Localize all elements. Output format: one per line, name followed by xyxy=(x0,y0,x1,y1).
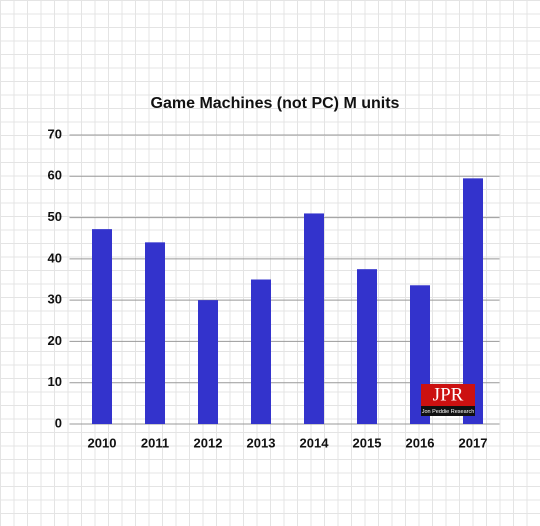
x-tick-label: 2010 xyxy=(88,435,117,450)
y-tick-label: 40 xyxy=(48,250,62,265)
logo-subtext: Jon Peddie Research xyxy=(422,409,475,415)
bar xyxy=(357,269,377,424)
bar xyxy=(251,279,271,424)
bar xyxy=(92,229,112,424)
bar xyxy=(304,213,324,424)
y-tick-label: 60 xyxy=(48,168,62,183)
logo-text: JPR xyxy=(433,384,464,405)
y-tick-label: 30 xyxy=(48,292,62,307)
chart-title: Game Machines (not PC) M units xyxy=(151,95,400,112)
bar xyxy=(198,300,218,424)
y-tick-label: 10 xyxy=(48,374,62,389)
x-tick-label: 2017 xyxy=(459,435,488,450)
y-tick-label: 20 xyxy=(48,333,62,348)
logo: JPR Jon Peddie Research xyxy=(421,384,475,416)
bar xyxy=(463,178,483,424)
x-tick-label: 2016 xyxy=(406,435,435,450)
x-tick-label: 2015 xyxy=(353,435,382,450)
x-tick-label: 2013 xyxy=(247,435,276,450)
y-tick-label: 70 xyxy=(48,126,62,141)
logo-box xyxy=(421,384,475,406)
logo-strip xyxy=(421,406,475,416)
bar xyxy=(145,242,165,424)
x-tick-label: 2014 xyxy=(300,435,330,450)
x-tick-label: 2011 xyxy=(141,435,169,450)
y-tick-label: 50 xyxy=(48,209,62,224)
x-tick-label: 2012 xyxy=(194,435,223,450)
y-tick-label: 0 xyxy=(55,415,62,430)
